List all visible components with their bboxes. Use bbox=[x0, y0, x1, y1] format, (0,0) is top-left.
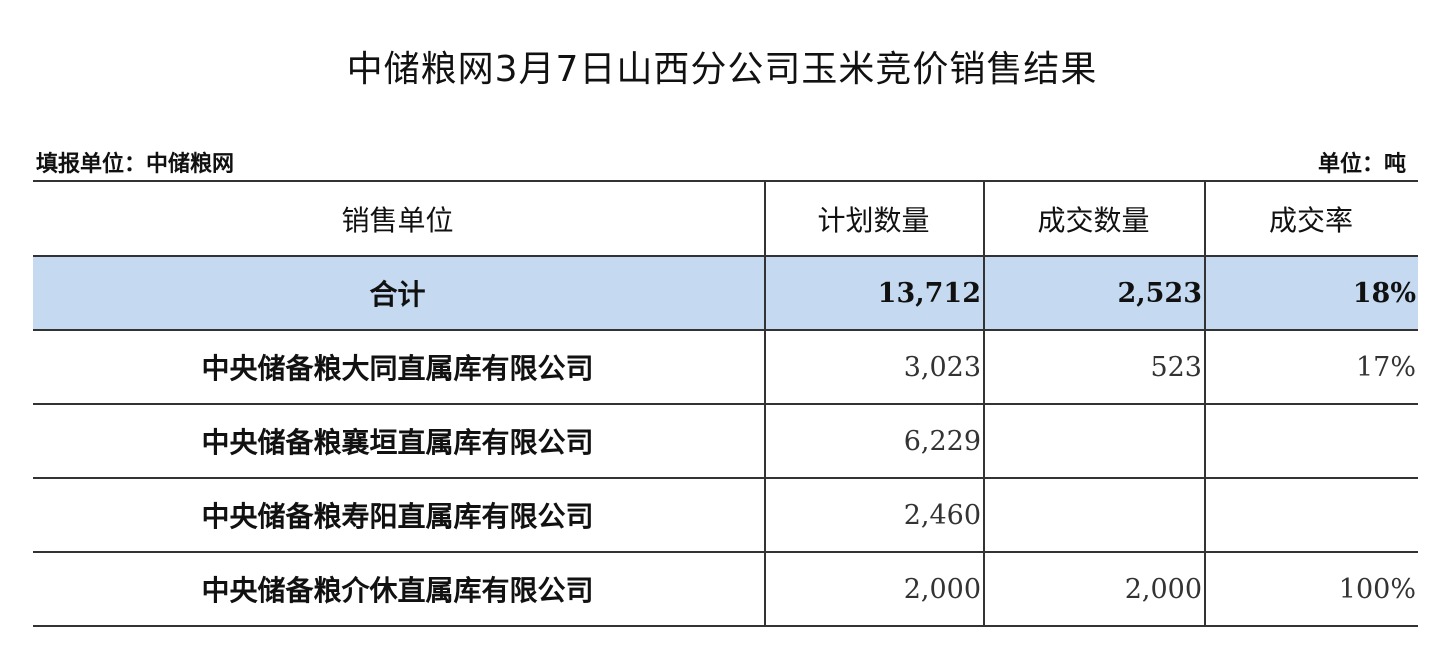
cell-planned: 6,229 bbox=[764, 403, 984, 479]
table-row: 中央储备粮介休直属库有限公司 2,000 2,000 100% bbox=[33, 551, 1418, 627]
cell-traded: 523 bbox=[983, 329, 1205, 405]
header-planned: 计划数量 bbox=[764, 180, 984, 257]
header-sales-unit: 销售单位 bbox=[33, 180, 765, 257]
cell-rate bbox=[1204, 403, 1418, 479]
cell-rate: 100% bbox=[1204, 551, 1418, 627]
cell-rate: 18% bbox=[1204, 255, 1418, 331]
cell-traded bbox=[983, 477, 1205, 553]
cell-planned: 2,000 bbox=[764, 551, 984, 627]
cell-planned: 3,023 bbox=[764, 329, 984, 405]
table-row: 中央储备粮襄垣直属库有限公司 6,229 bbox=[33, 403, 1418, 479]
cell-traded: 2,523 bbox=[983, 255, 1205, 331]
header-rate: 成交率 bbox=[1204, 180, 1418, 257]
table-row: 中央储备粮大同直属库有限公司 3,023 523 17% bbox=[33, 329, 1418, 405]
cell-name: 合计 bbox=[33, 255, 765, 331]
cell-rate bbox=[1204, 477, 1418, 553]
cell-planned: 2,460 bbox=[764, 477, 984, 553]
cell-traded bbox=[983, 403, 1205, 479]
cell-planned: 13,712 bbox=[764, 255, 984, 331]
total-row: 合计 13,712 2,523 18% bbox=[33, 255, 1418, 331]
cell-name: 中央储备粮襄垣直属库有限公司 bbox=[33, 403, 765, 479]
header-traded: 成交数量 bbox=[983, 180, 1205, 257]
reporting-unit: 填报单位：中储粮网 bbox=[36, 152, 235, 177]
cell-name: 中央储备粮寿阳直属库有限公司 bbox=[33, 477, 765, 553]
cell-traded: 2,000 bbox=[983, 551, 1205, 627]
measurement-unit: 单位：吨 bbox=[1317, 152, 1406, 177]
results-table: 销售单位 计划数量 成交数量 成交率 合计 13,712 2,523 18% 中… bbox=[33, 180, 1418, 627]
cell-name: 中央储备粮介休直属库有限公司 bbox=[33, 551, 765, 627]
table-header-row: 销售单位 计划数量 成交数量 成交率 bbox=[33, 180, 1418, 257]
page-title: 中储粮网3月7日山西分公司玉米竞价销售结果 bbox=[346, 49, 1098, 90]
cell-rate: 17% bbox=[1204, 329, 1418, 405]
cell-name: 中央储备粮大同直属库有限公司 bbox=[33, 329, 765, 405]
table-row: 中央储备粮寿阳直属库有限公司 2,460 bbox=[33, 477, 1418, 553]
